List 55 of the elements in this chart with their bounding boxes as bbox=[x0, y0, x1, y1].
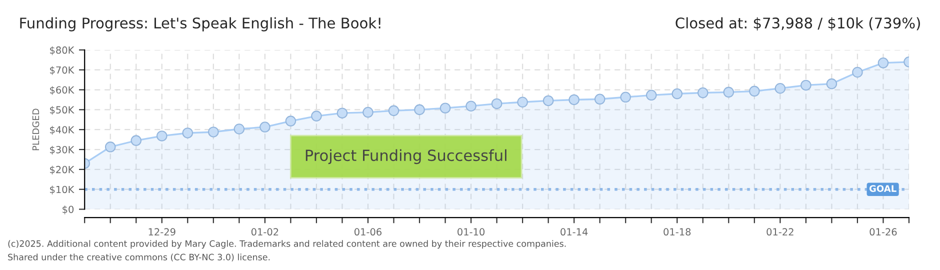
text: Shared under the creative commons (CC BY-NC 3.0) license. bbox=[8, 254, 270, 262]
point bbox=[826, 78, 838, 90]
x-tick-label: 01-02 bbox=[251, 228, 278, 236]
point bbox=[156, 130, 168, 142]
y-tick-label: $50K bbox=[50, 106, 74, 115]
point bbox=[336, 108, 348, 118]
point bbox=[698, 87, 708, 98]
chart-subtitle: Closed at: $73,988 / $10k (739%) bbox=[676, 17, 920, 30]
point bbox=[749, 86, 760, 97]
y-tick-label: $40K bbox=[50, 126, 74, 135]
x-tick-label: 01-26 bbox=[870, 228, 897, 236]
point bbox=[440, 102, 451, 114]
y-axis-title: PLEDGED bbox=[32, 108, 40, 150]
point bbox=[234, 124, 245, 134]
point bbox=[414, 104, 425, 116]
point bbox=[104, 142, 116, 152]
point bbox=[260, 122, 270, 132]
point bbox=[362, 106, 374, 118]
y-tick-label: $0 bbox=[62, 206, 74, 214]
point bbox=[517, 96, 528, 108]
x-tick-label: 01-14 bbox=[560, 228, 588, 236]
point bbox=[311, 110, 322, 122]
point bbox=[542, 95, 554, 106]
y-tick-label: $70K bbox=[50, 66, 74, 75]
y-tick-label: $10K bbox=[50, 186, 74, 194]
point bbox=[594, 94, 606, 105]
point bbox=[130, 135, 142, 146]
point bbox=[466, 100, 476, 112]
point bbox=[182, 128, 194, 138]
point bbox=[208, 126, 219, 138]
chart-title: Funding Progress: Let's Speak English - The Book! bbox=[20, 17, 380, 32]
point bbox=[672, 88, 683, 100]
point bbox=[568, 94, 580, 106]
x-tick-label: 01-18 bbox=[664, 228, 691, 236]
point bbox=[800, 80, 812, 91]
x-tick-label: 01-10 bbox=[458, 228, 485, 236]
point bbox=[285, 116, 296, 126]
point bbox=[491, 98, 502, 110]
text: (c)2025. Additional content provided by Mary Cagle. Trademarks and related content are owned by their respective companies. bbox=[8, 240, 566, 249]
y-tick-label: $30K bbox=[50, 146, 74, 155]
x-tick-label: 12-29 bbox=[148, 228, 176, 236]
point bbox=[620, 92, 631, 103]
ref-line-label: GOAL bbox=[869, 185, 896, 192]
x-tick-label: 01-22 bbox=[766, 228, 794, 236]
y-tick-label: $60K bbox=[50, 86, 74, 95]
point bbox=[646, 90, 657, 101]
x-tick-label: 01-06 bbox=[354, 228, 382, 236]
y-tick-label: $20K bbox=[50, 166, 74, 175]
point bbox=[878, 58, 889, 68]
point bbox=[774, 83, 786, 94]
annotation: Project Funding Successful bbox=[306, 149, 506, 164]
point bbox=[852, 66, 863, 78]
y-tick-label: $80K bbox=[50, 46, 74, 56]
point bbox=[723, 86, 734, 98]
point bbox=[388, 105, 400, 116]
